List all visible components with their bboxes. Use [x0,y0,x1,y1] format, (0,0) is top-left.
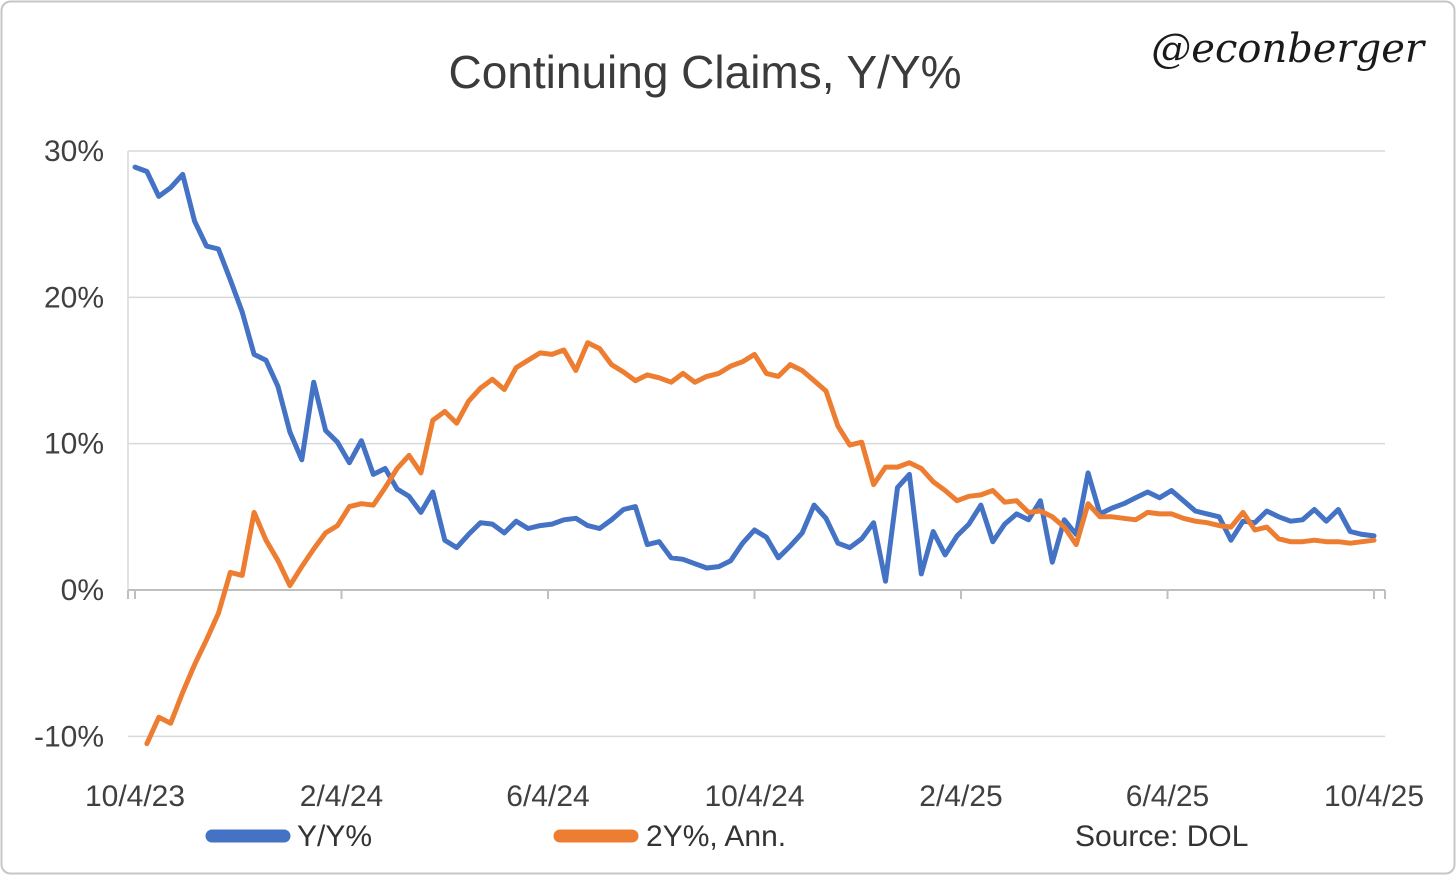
chart-legend: Y/Y% 2Y%, Ann. Source: DOL [205,820,1248,853]
source-label: Source: DOL [1075,820,1248,853]
chart-title: Continuing Claims, Y/Y% [448,46,961,98]
y-tick-label-1: 20% [44,281,104,314]
y-tick-label-2: 10% [44,428,104,461]
x-tick-label-4: 2/4/25 [919,780,1002,813]
legend-label-2y: 2Y%, Ann. [646,820,786,853]
x-tick-label-1: 2/4/24 [300,780,383,813]
x-tick-label-3: 10/4/24 [704,780,804,813]
x-tick-label-6: 10/4/25 [1324,780,1424,813]
x-tick-label-5: 6/4/25 [1126,780,1209,813]
watermark: @econberger [1151,26,1427,72]
y-tick-label-0: 30% [44,135,104,168]
y-tick-label-3: 0% [61,574,104,607]
series-line-2y-ann [144,340,1377,747]
legend-label-yy: Y/Y% [297,820,372,853]
series-line-yy [132,164,1377,584]
y-tick-label-4: -10% [34,720,104,753]
x-tick-label-2: 6/4/24 [506,780,589,813]
x-tick-label-0: 10/4/23 [85,780,185,813]
plot-area: 10/4/23 2/4/24 6/4/24 10/4/24 2/4/25 6/4/25 10… [34,135,1424,813]
